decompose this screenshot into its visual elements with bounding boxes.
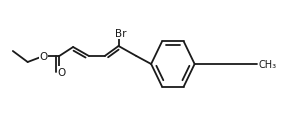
Text: Br: Br: [115, 29, 126, 39]
Text: O: O: [39, 52, 47, 61]
Text: O: O: [57, 67, 65, 77]
Text: CH₃: CH₃: [259, 60, 277, 69]
